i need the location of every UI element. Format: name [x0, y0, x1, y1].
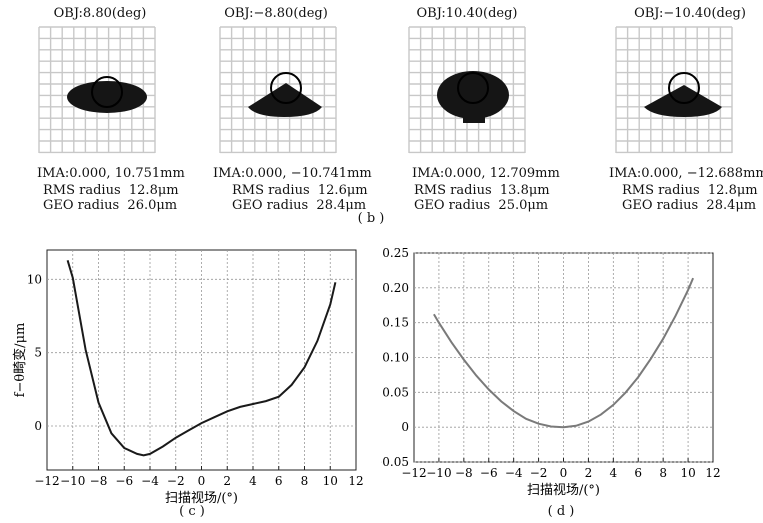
x-tick-label: −6: [480, 466, 498, 480]
spot-geo-4: GEO radius 28.4μm: [622, 198, 757, 213]
spot-blob-4: [644, 85, 722, 117]
y-tick-label: 0.15: [382, 316, 409, 330]
x-tick-label: −10: [426, 466, 451, 480]
x-tick-label: −6: [115, 474, 133, 488]
x-tick-label: −12: [401, 466, 426, 480]
spot-grid-1: [38, 26, 156, 154]
x-tick-label: 12: [705, 466, 720, 480]
y-tick-label: 0.25: [382, 246, 409, 260]
x-tick-label: 10: [323, 474, 338, 488]
x-tick-label: −4: [505, 466, 523, 480]
x-axis-label: 扫描视场/(°): [165, 491, 238, 506]
x-tick-label: 12: [348, 474, 363, 488]
spot-blob-2: [248, 83, 322, 117]
y-axis-label: f−θ畸变/μm: [12, 323, 28, 398]
x-tick-label: −10: [60, 474, 85, 488]
spot-title-1: OBJ:8.80(deg): [53, 6, 147, 21]
x-tick-label: 6: [634, 466, 642, 480]
x-tick-label: −4: [141, 474, 159, 488]
y-tick-label: 0.20: [382, 281, 409, 295]
series-line-telecentricity: [433, 277, 695, 429]
chart-distortion: −12 −10 −8 −6 −4 −2 0 2 4 6 8 10 12 0 5 10 扫描视场/(°) f−θ畸变…: [12, 249, 364, 506]
airy-circle-1: [91, 76, 123, 108]
x-tick-label: 6: [275, 474, 283, 488]
caption-b: ( b ): [357, 211, 385, 226]
y-tick-label: 5: [34, 346, 42, 360]
y-tick-label: 10: [27, 272, 42, 286]
spot-ima-2: IMA:0.000, −10.741mm: [213, 166, 372, 181]
spot-ima-1: IMA:0.000, 10.751mm: [37, 166, 185, 181]
x-tick-label: 4: [249, 474, 257, 488]
spot-grid-3: [408, 26, 526, 154]
spot-blob-1: [67, 81, 147, 113]
x-tick-label: −12: [34, 474, 59, 488]
x-tick-label: −2: [530, 466, 548, 480]
airy-circle-4: [668, 72, 700, 104]
x-tick-label: 0: [560, 466, 568, 480]
spot-title-4: OBJ:−10.40(deg): [634, 6, 746, 21]
caption-d: ( d ): [547, 504, 575, 519]
y-tick-label: 0: [34, 419, 42, 433]
y-tick-label: −0.05: [381, 455, 409, 469]
airy-circle-3: [457, 72, 489, 104]
spot-geo-1: GEO radius 26.0μm: [43, 198, 178, 213]
x-tick-label: 4: [610, 466, 618, 480]
spot-ima-3: IMA:0.000, 12.709mm: [412, 166, 560, 181]
caption-c: ( c ): [179, 504, 205, 519]
x-tick-label: 2: [585, 466, 593, 480]
spot-title-3: OBJ:10.40(deg): [416, 6, 518, 21]
spot-rms-3: RMS radius 13.8μm: [414, 183, 550, 198]
series-line-distortion: [66, 260, 337, 457]
spot-grid-4: [615, 26, 733, 154]
spot-rms-4: RMS radius 12.8μm: [622, 183, 758, 198]
x-tick-label: −8: [455, 466, 473, 480]
spot-geo-2: GEO radius 28.4μm: [232, 198, 367, 213]
y-axis-label: 像方远心度/(°): [381, 314, 383, 400]
spot-blob-3: [437, 71, 509, 119]
x-tick-label: 2: [223, 474, 231, 488]
x-tick-label: 8: [301, 474, 309, 488]
x-tick-label: 0: [198, 474, 206, 488]
spot-title-2: OBJ:−8.80(deg): [224, 6, 328, 21]
y-tick-label: 0: [401, 420, 409, 434]
spot-ima-4: IMA:0.000, −12.688mm: [609, 166, 763, 181]
spot-rms-2: RMS radius 12.6μm: [232, 183, 368, 198]
airy-circle-2: [270, 72, 302, 104]
y-tick-label: 0.05: [382, 385, 409, 399]
x-tick-label: −8: [90, 474, 108, 488]
spot-grid-2: [219, 26, 337, 154]
x-tick-label: 10: [680, 466, 695, 480]
x-axis-label: 扫描视场/(°): [527, 483, 600, 498]
x-tick-label: 8: [659, 466, 667, 480]
spot-blob-3-tail: [463, 113, 485, 123]
chart-telecentricity: −12−10 −8 −6 −4 −2 0 2 4 6 8 10 12 −0.05 0 0.05 0.10 0.1…: [381, 246, 721, 498]
spot-rms-1: RMS radius 12.8μm: [43, 183, 179, 198]
y-tick-label: 0.10: [382, 351, 409, 365]
x-tick-label: −2: [167, 474, 185, 488]
spot-geo-3: GEO radius 25.0μm: [414, 198, 549, 213]
